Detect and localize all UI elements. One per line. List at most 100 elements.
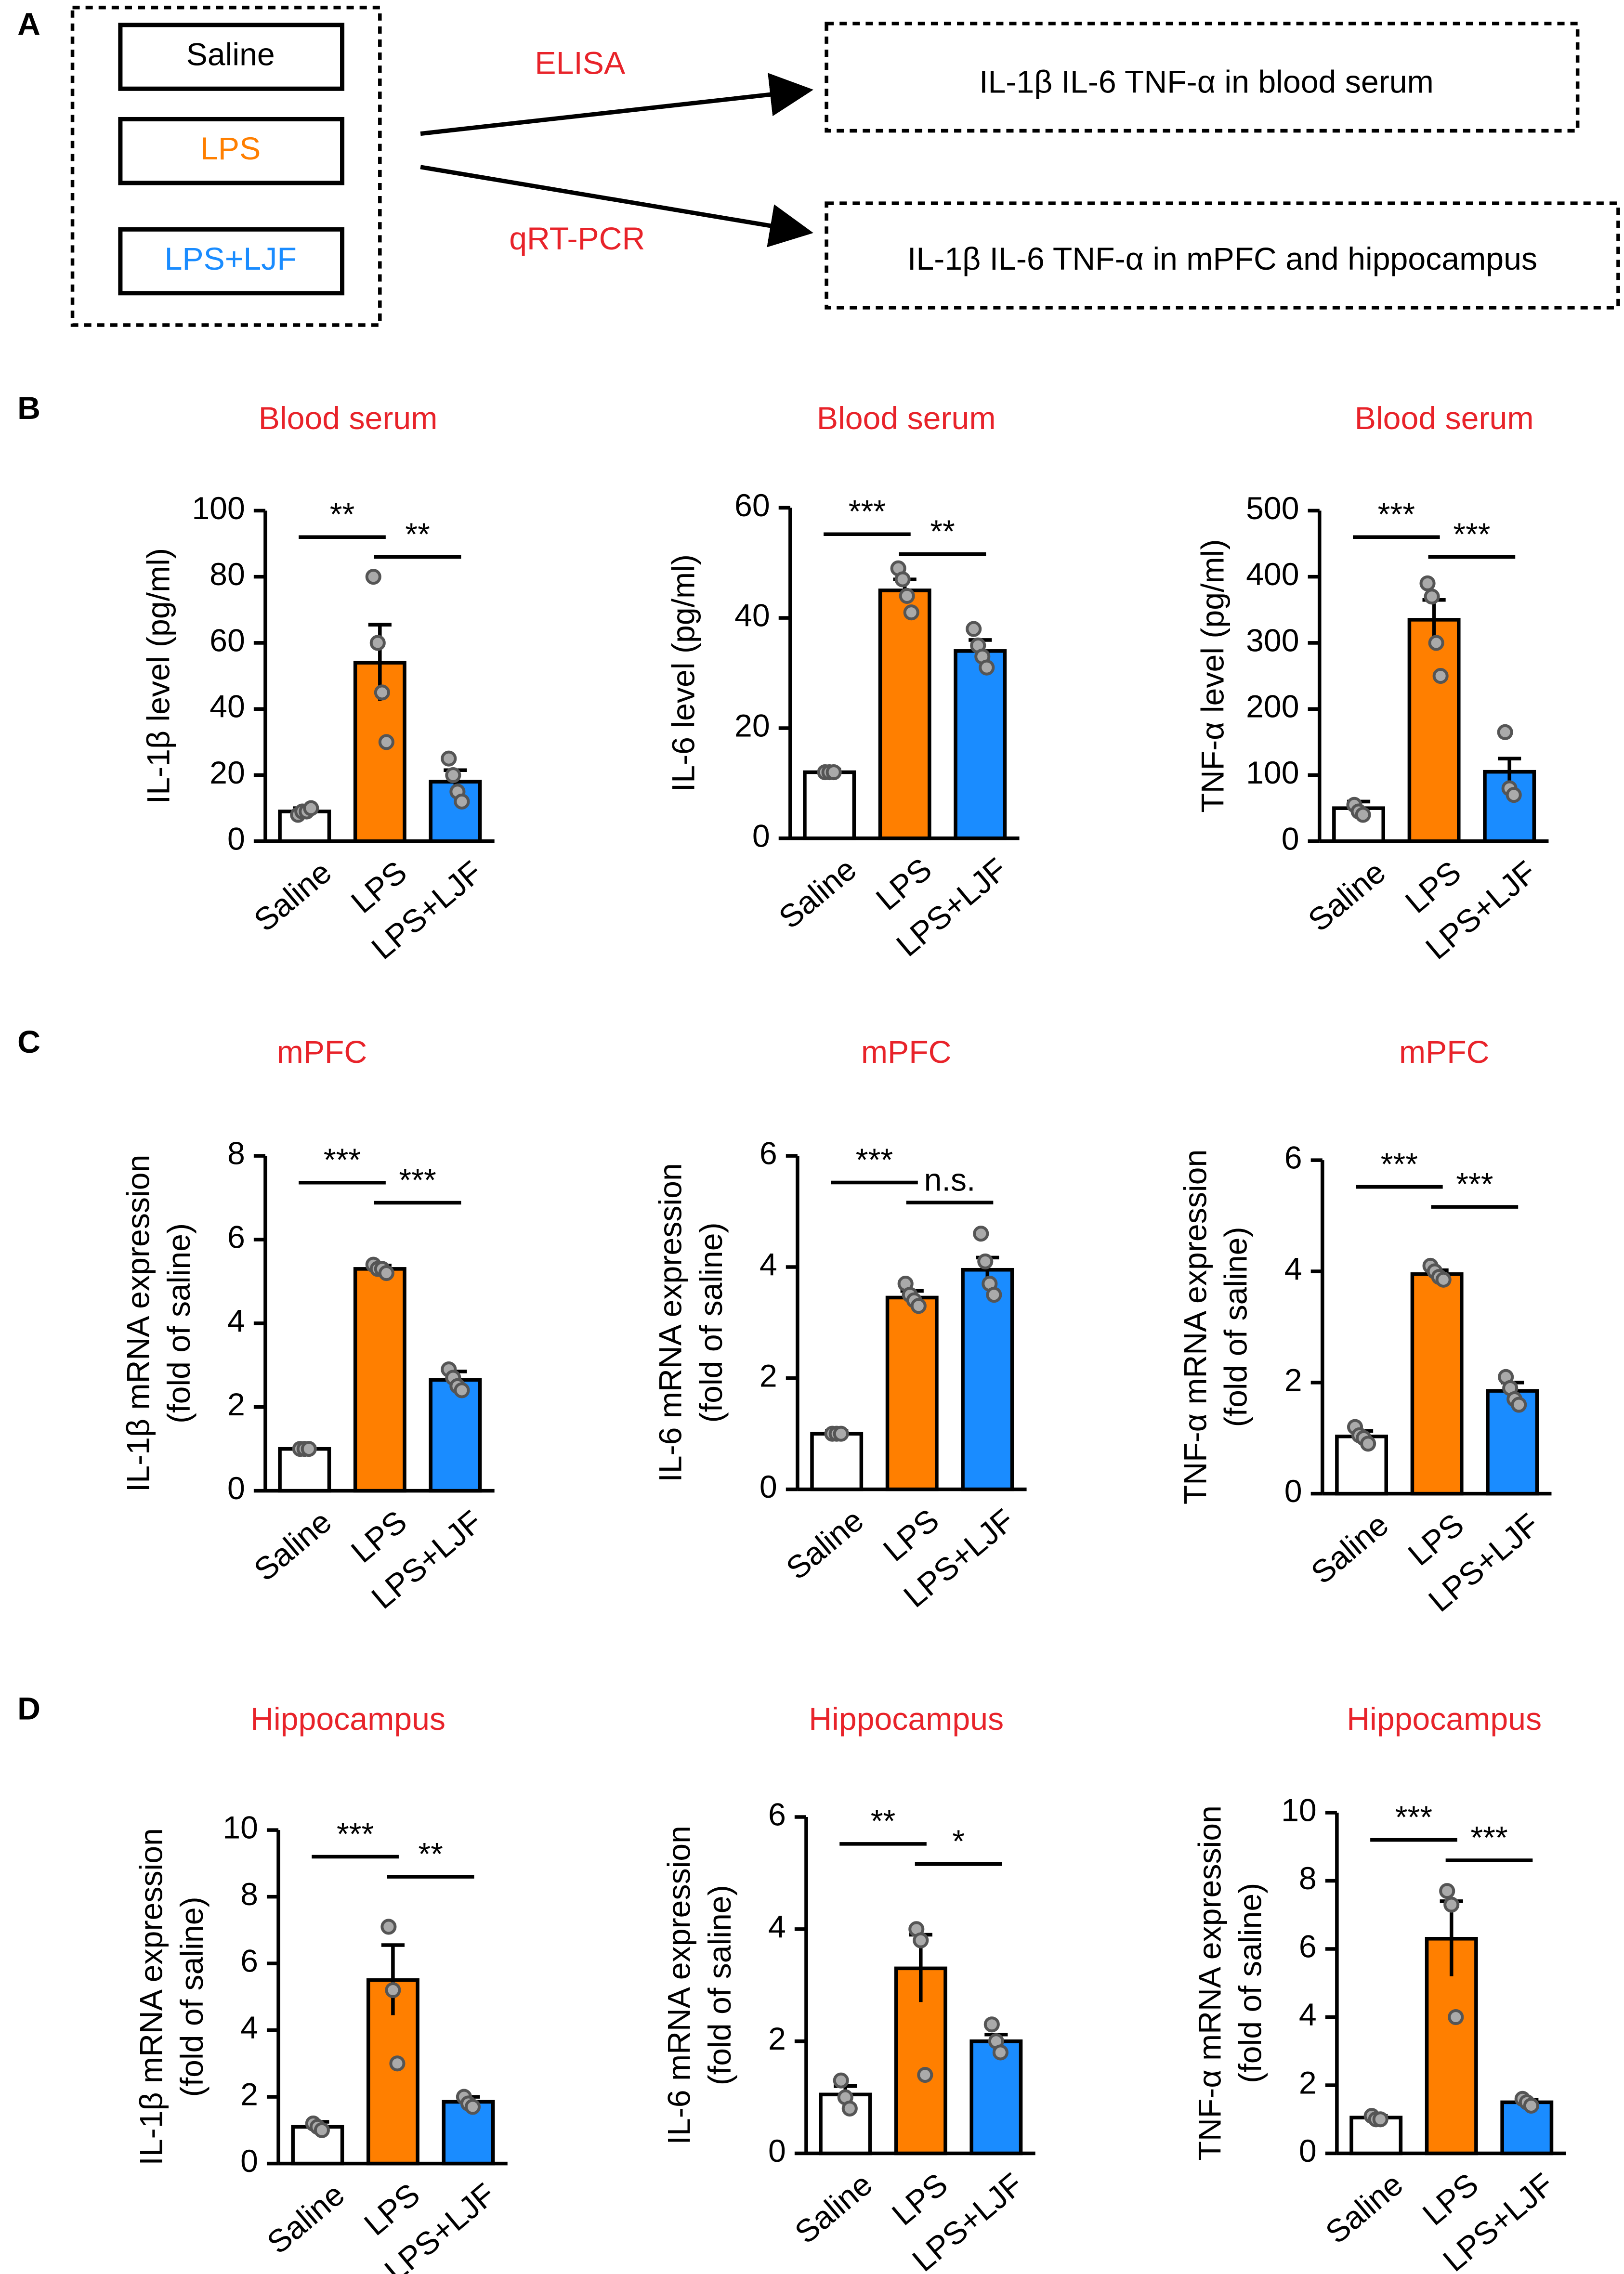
data-point bbox=[454, 1382, 470, 1398]
y-tick-label: 0 bbox=[227, 1471, 245, 1506]
y-tick-label: 6 bbox=[760, 1136, 777, 1172]
x-tick-label: Saline bbox=[1319, 2167, 1410, 2251]
data-point bbox=[992, 2044, 1008, 2061]
data-point bbox=[1506, 787, 1522, 803]
y-tick-label: 2 bbox=[1284, 1362, 1302, 1398]
y-tick-label: 0 bbox=[1299, 2133, 1317, 2169]
data-point bbox=[977, 1253, 994, 1269]
y-tick-label: 8 bbox=[240, 1877, 258, 1912]
bar bbox=[961, 1268, 1014, 1491]
y-tick-label: 20 bbox=[734, 708, 770, 744]
data-point bbox=[986, 1287, 1002, 1303]
output-label: IL-1β IL-6 TNF-α in mPFC and hippocampus bbox=[907, 241, 1537, 277]
y-axis-label: IL-6 mRNA expression bbox=[662, 1826, 697, 2144]
significance-label: *** bbox=[1378, 497, 1415, 533]
y-axis-label: (fold of saline) bbox=[702, 1885, 738, 2085]
y-tick-label: 2 bbox=[760, 1358, 777, 1394]
chart-title: Blood serum bbox=[817, 401, 996, 436]
x-tick-label: Saline bbox=[248, 854, 339, 939]
data-point bbox=[1443, 1896, 1460, 1913]
y-tick-label: 4 bbox=[240, 2010, 258, 2046]
y-axis-label: (fold of saline) bbox=[161, 1223, 197, 1424]
output-box bbox=[825, 201, 1620, 310]
data-point bbox=[903, 604, 919, 621]
significance-label: * bbox=[952, 1824, 965, 1859]
significance-label: ** bbox=[405, 517, 430, 552]
data-point bbox=[983, 2016, 1000, 2033]
data-point bbox=[913, 1932, 929, 1948]
y-tick-label: 6 bbox=[240, 1944, 258, 1979]
y-tick-label: 8 bbox=[1299, 1861, 1317, 1896]
data-point bbox=[833, 1425, 849, 1442]
data-point bbox=[378, 734, 394, 750]
x-tick-label: Saline bbox=[780, 1503, 871, 1587]
y-tick-label: 60 bbox=[734, 488, 770, 523]
y-tick-label: 10 bbox=[1281, 1792, 1317, 1828]
data-point bbox=[1497, 724, 1513, 740]
bar bbox=[1407, 618, 1461, 843]
data-point bbox=[1448, 2009, 1464, 2026]
chart-title: Hippocampus bbox=[809, 1701, 1004, 1737]
y-tick-label: 0 bbox=[240, 2143, 258, 2179]
data-point bbox=[966, 621, 982, 637]
data-point bbox=[464, 2099, 481, 2115]
significance-label: *** bbox=[1395, 1800, 1432, 1835]
significance-label: ** bbox=[930, 514, 955, 549]
y-tick-label: 4 bbox=[768, 1909, 786, 1945]
y-tick-label: 0 bbox=[1282, 821, 1299, 857]
y-tick-label: 6 bbox=[1284, 1140, 1302, 1176]
bar bbox=[803, 770, 856, 840]
group-label: Saline bbox=[186, 37, 275, 73]
data-point bbox=[1360, 1436, 1376, 1452]
data-point bbox=[314, 2122, 330, 2138]
y-tick-label: 4 bbox=[760, 1247, 777, 1282]
significance-label: *** bbox=[324, 1142, 361, 1178]
significance-label: *** bbox=[399, 1163, 436, 1198]
chart-title: Blood serum bbox=[259, 401, 438, 436]
y-tick-label: 0 bbox=[768, 2133, 786, 2169]
significance-label: ** bbox=[871, 1804, 896, 1839]
panel-label: D bbox=[17, 1691, 40, 1727]
data-point bbox=[365, 569, 381, 585]
bar bbox=[810, 1432, 864, 1491]
significance-label: *** bbox=[1456, 1166, 1493, 1202]
y-axis-label: (fold of saline) bbox=[694, 1222, 729, 1423]
arrow bbox=[420, 73, 813, 136]
significance-label: ** bbox=[418, 1836, 443, 1872]
data-point bbox=[445, 767, 461, 784]
chart-title: Hippocampus bbox=[250, 1701, 445, 1737]
y-tick-label: 500 bbox=[1246, 491, 1299, 526]
y-tick-label: 40 bbox=[734, 598, 770, 634]
y-tick-label: 4 bbox=[1299, 1997, 1317, 2033]
y-axis-label: IL-6 level (pg/ml) bbox=[666, 554, 702, 792]
panel-label: B bbox=[17, 391, 40, 426]
y-tick-label: 400 bbox=[1246, 557, 1299, 592]
data-point bbox=[389, 2055, 406, 2072]
x-tick-label: Saline bbox=[248, 1504, 339, 1588]
data-point bbox=[1511, 1397, 1527, 1413]
y-tick-label: 200 bbox=[1246, 689, 1299, 725]
bar bbox=[885, 1295, 939, 1491]
bar bbox=[429, 1378, 482, 1493]
chart-title: Hippocampus bbox=[1347, 1701, 1542, 1737]
y-tick-label: 6 bbox=[768, 1797, 786, 1833]
significance-label: *** bbox=[856, 1142, 893, 1178]
significance-label: ** bbox=[330, 497, 355, 533]
x-tick-label: Saline bbox=[261, 2177, 352, 2261]
panel-label: A bbox=[17, 6, 40, 42]
y-tick-label: 20 bbox=[210, 755, 245, 791]
y-axis-label: TNF-α mRNA expression bbox=[1192, 1805, 1228, 2160]
significance-label: n.s. bbox=[924, 1162, 976, 1198]
y-tick-label: 40 bbox=[210, 689, 245, 725]
y-tick-label: 2 bbox=[1299, 2065, 1317, 2101]
arrow bbox=[420, 165, 813, 248]
y-tick-label: 2 bbox=[240, 2077, 258, 2113]
data-point bbox=[1355, 807, 1371, 823]
data-point bbox=[910, 1298, 927, 1314]
bar bbox=[353, 1267, 406, 1493]
x-tick-label: Saline bbox=[1305, 1507, 1396, 1591]
method-label: ELISA bbox=[535, 46, 626, 81]
data-point bbox=[1424, 588, 1440, 605]
x-tick-label: Saline bbox=[1302, 854, 1393, 939]
bar bbox=[1335, 1434, 1388, 1496]
